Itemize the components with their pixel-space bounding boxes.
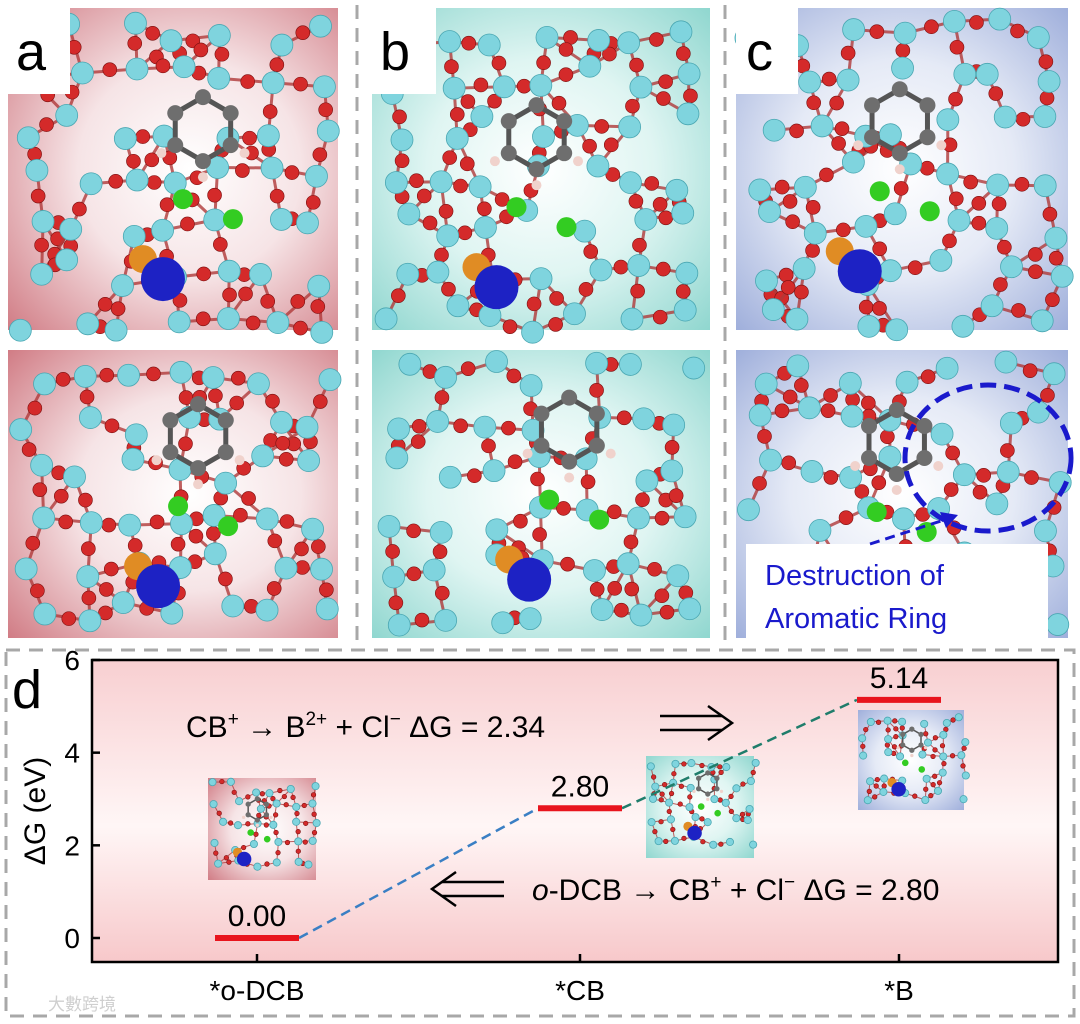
x-tick-label: *o-DCB xyxy=(210,975,305,1006)
y-tick-label: 2 xyxy=(64,830,80,861)
panel-c-top xyxy=(734,7,1074,342)
panel-b-bottom xyxy=(372,350,710,638)
aromatic-ring-highlight xyxy=(902,382,1074,534)
panel-label-a: a xyxy=(16,22,47,82)
annotation-text-line2: Aromatic Ring xyxy=(765,603,947,635)
panel-label-b: b xyxy=(380,22,410,82)
connector-line xyxy=(298,807,539,940)
step1-equation: o-DCB → CB+ + Cl− ΔG = 2.80 xyxy=(532,872,939,907)
x-tick-label: *B xyxy=(884,975,914,1006)
step2-equation: CB+ → B2+ + Cl− ΔG = 2.34 xyxy=(186,709,545,744)
panel-label-c: c xyxy=(746,22,773,82)
panel-label-d: d xyxy=(12,660,42,720)
annotation-text-line1: Destruction of xyxy=(765,560,945,592)
annotation-arrowhead xyxy=(940,512,958,528)
inset-b xyxy=(858,710,970,810)
y-tick-label: 6 xyxy=(64,645,80,676)
panel-d-frame xyxy=(4,648,1076,1018)
step1-annotation: o-DCB → CB+ + Cl− ΔG = 2.80 xyxy=(429,870,939,908)
y-axis-label: ΔG (eV) xyxy=(19,757,52,865)
y-tick-label: 0 xyxy=(64,923,80,954)
annotation-arrow xyxy=(869,518,945,546)
energy-value-label: 2.80 xyxy=(551,770,609,803)
y-axis: ΔG (eV) 0 2 4 6 xyxy=(19,645,100,954)
connector-line xyxy=(621,698,858,810)
step2-annotation: CB+ → B2+ + Cl− ΔG = 2.34 xyxy=(186,704,735,744)
annotation-box xyxy=(746,544,1048,640)
panel-a-bottom xyxy=(8,350,342,638)
panel-a-top xyxy=(8,8,340,344)
watermark: 大數跨境 xyxy=(48,995,116,1014)
inset-o-dcb xyxy=(208,777,321,880)
y-tick-label: 4 xyxy=(64,738,80,769)
double-arrow-left-icon xyxy=(429,870,504,908)
x-tick-label: *CB xyxy=(555,975,605,1006)
energy-value-label: 5.14 xyxy=(870,662,928,695)
double-arrow-right-icon xyxy=(660,704,735,742)
energy-value-label: 0.00 xyxy=(228,900,286,933)
